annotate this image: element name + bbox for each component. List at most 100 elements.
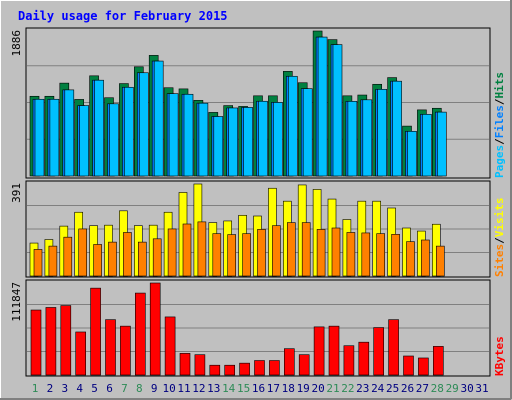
kbytes-bar: [358, 341, 370, 376]
pages-bar: [392, 80, 402, 177]
pages-bar: [362, 99, 373, 177]
sites-bar: [316, 229, 326, 277]
sites-bar: [391, 234, 400, 277]
x-tick-label: 11: [177, 382, 190, 395]
x-tick-label: 2: [47, 382, 54, 395]
x-tick-label: 17: [267, 382, 280, 395]
x-tick-label: 9: [151, 382, 158, 395]
kbytes-bar: [403, 355, 414, 376]
legend-top: Pages/Files/Hits: [493, 72, 506, 178]
x-tick-label: 6: [106, 382, 113, 395]
kbytes-bar: [328, 325, 340, 376]
x-tick-label: 4: [76, 382, 83, 395]
x-tick-label: 25: [386, 382, 399, 395]
kbytes-bar: [179, 353, 191, 376]
pages-bar: [287, 75, 298, 177]
x-tick-label: 1: [32, 382, 39, 395]
kbytes-bar: [45, 307, 57, 376]
pages-bar: [139, 72, 149, 177]
kbytes-bar: [30, 309, 42, 376]
kbytes-panel: [25, 279, 491, 377]
pages-bar: [422, 114, 432, 177]
x-tick-label: 16: [252, 382, 265, 395]
x-tick-label: 3: [61, 382, 68, 395]
pages-bar: [49, 98, 60, 177]
sites-bar: [93, 244, 102, 277]
x-tick-label: 31: [475, 382, 488, 395]
sites-bar: [242, 233, 251, 277]
pages-bar: [273, 102, 283, 177]
kbytes-bar: [164, 316, 176, 376]
sites-bar: [212, 233, 222, 277]
legend-middle: Sites/Visits: [493, 198, 506, 278]
ymax-label-bottom: 111847: [10, 282, 23, 322]
x-tick-label: 26: [401, 382, 414, 395]
x-tick-label: 13: [207, 382, 220, 395]
legend-pages: Pages: [493, 145, 506, 178]
x-tick-label: 28: [431, 382, 444, 395]
kbytes-bar: [283, 348, 295, 376]
kbytes-bar: [194, 354, 206, 376]
pages-bar: [317, 36, 328, 177]
x-tick-label: 29: [446, 382, 459, 395]
kbytes-bar: [120, 325, 131, 376]
x-tick-label: 27: [416, 382, 429, 395]
x-tick-label: 5: [91, 382, 98, 395]
pages-bar: [153, 60, 164, 177]
sites-bar: [182, 223, 192, 277]
sites-bar: [406, 241, 415, 277]
kbytes-bar: [313, 326, 325, 376]
sites-bar: [33, 249, 43, 277]
pages-bar: [183, 93, 194, 177]
kbytes-bar: [105, 319, 116, 376]
legend-files: Files: [493, 105, 506, 138]
sites-bar: [78, 228, 87, 277]
svg-text:Sites/Visits: Sites/Visits: [493, 198, 506, 278]
kbytes-bar: [90, 287, 101, 376]
sites-bar: [286, 222, 296, 277]
sites-bar: [361, 232, 371, 277]
x-tick-label: 22: [341, 382, 354, 395]
sites-bar: [346, 232, 356, 277]
pages-bar: [79, 105, 89, 177]
pages-bar: [94, 79, 104, 177]
pages-bar: [34, 98, 45, 177]
pages-bar: [109, 103, 119, 177]
x-tick-label: 24: [371, 382, 385, 395]
x-axis-labels: 1 2 3 4 5 6 7 8 9 10 11 12 13 14 15 16 17 18 19 20 21 22 23 24 2…: [32, 382, 489, 395]
legend-visits: Visits: [493, 198, 506, 238]
legend-hits: Hits: [493, 72, 506, 99]
sites-bar: [435, 245, 445, 277]
sites-bar: [152, 238, 162, 277]
pages-bar: [243, 107, 253, 177]
hits-files-pages-panel: [25, 27, 491, 179]
x-tick-label: 21: [326, 382, 339, 395]
pages-bar: [213, 116, 224, 177]
kbytes-bar: [254, 360, 265, 376]
pages-bar: [332, 44, 343, 177]
legend-bottom: KBytes: [493, 336, 506, 376]
pages-bar: [302, 88, 313, 177]
sites-bar: [197, 221, 207, 277]
kbytes-bar: [432, 346, 444, 376]
sites-bar: [63, 236, 73, 277]
pages-bar: [168, 93, 179, 177]
visits-sites-panel: [25, 180, 491, 278]
pages-bar: [124, 86, 134, 177]
sites-bar: [421, 239, 430, 277]
x-tick-label: 15: [237, 382, 250, 395]
x-tick-label: 10: [162, 382, 175, 395]
sites-bar: [301, 222, 311, 277]
sites-bar: [167, 228, 177, 277]
kbytes-bar: [343, 345, 355, 376]
kbytes-bar: [239, 362, 250, 376]
x-tick-label: 14: [222, 382, 236, 395]
pages-bar: [377, 89, 388, 177]
x-tick-label: 30: [460, 382, 473, 395]
legend-sites: Sites: [493, 244, 506, 277]
kbytes-bar: [149, 282, 161, 376]
x-tick-label: 20: [311, 382, 324, 395]
kbytes-bar: [224, 364, 235, 376]
ymax-label-top: 1886: [10, 30, 23, 57]
